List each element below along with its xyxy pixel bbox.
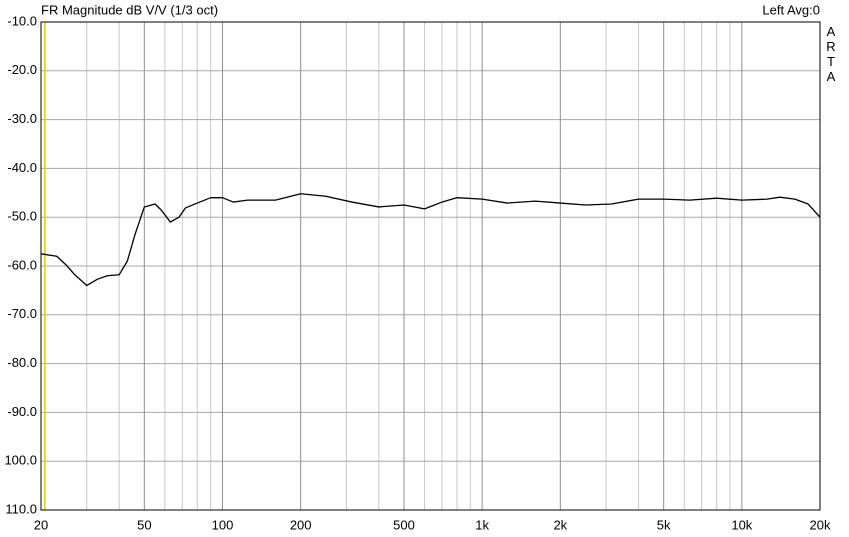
chart-title: FR Magnitude dB V/V (1/3 oct) — [41, 2, 218, 17]
x-tick-label: 500 — [393, 517, 415, 532]
x-tick-label: 20k — [810, 517, 831, 532]
status: Left Avg:0 — [762, 2, 820, 17]
y-tick-label: -30.0 — [7, 111, 37, 126]
y-tick-label: -80.0 — [7, 355, 37, 370]
x-tick-label: 5k — [657, 517, 671, 532]
y-tick-label: -50.0 — [7, 209, 37, 224]
x-tick-label: 50 — [137, 517, 151, 532]
y-tick-label: -90.0 — [7, 404, 37, 419]
side-label: ARTA — [826, 24, 836, 84]
y-tick-label: -60.0 — [7, 257, 37, 272]
y-tick-label: -40.0 — [7, 160, 37, 175]
plot-border — [40, 21, 821, 511]
x-tick-label: 2k — [553, 517, 567, 532]
x-tick-label: 100 — [212, 517, 234, 532]
y-tick-label: -70.0 — [7, 306, 37, 321]
y-tick-label: -20.0 — [7, 62, 37, 77]
x-tick-label: 1k — [475, 517, 489, 532]
x-tick-label: 20 — [34, 517, 48, 532]
response-curve — [40, 193, 821, 287]
x-tick-label: 10k — [731, 517, 752, 532]
x-tick-label: 200 — [290, 517, 312, 532]
y-tick-label: 110.0 — [5, 501, 37, 516]
y-tick-label: 100.0 — [4, 453, 37, 468]
y-tick-label: -10.0 — [7, 13, 37, 28]
